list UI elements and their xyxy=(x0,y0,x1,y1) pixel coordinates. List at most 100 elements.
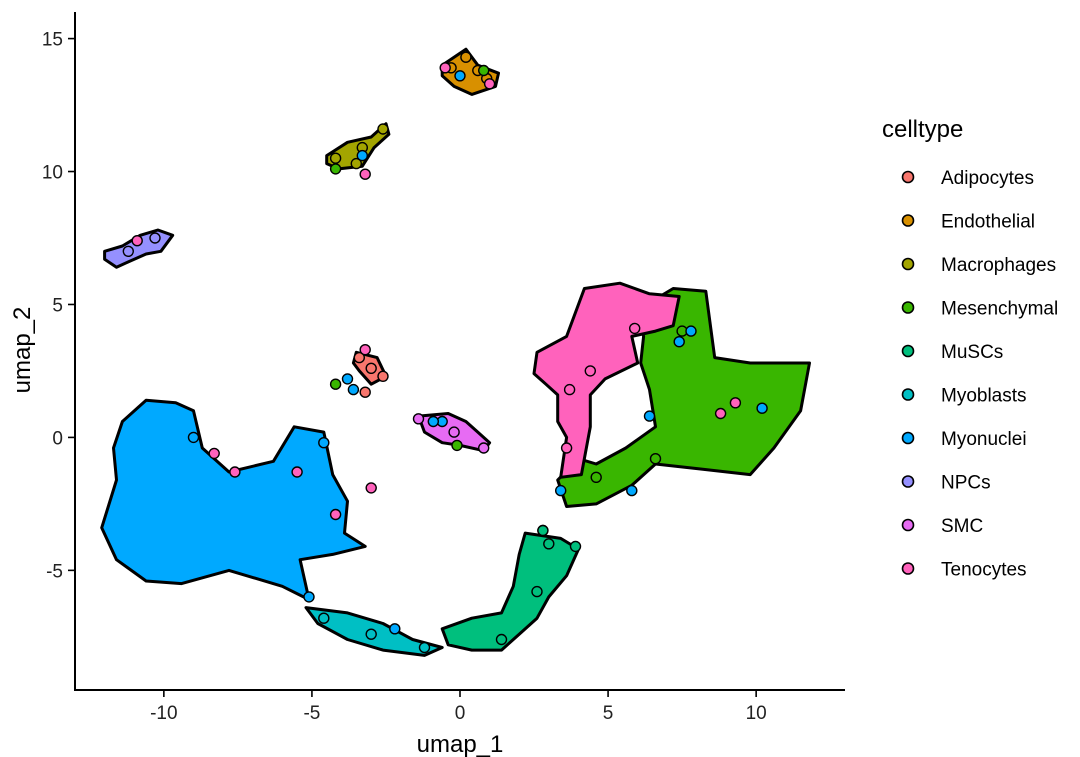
legend-label-adipocytes: Adipocytes xyxy=(941,168,1034,189)
legend-label-myonuclei: Myonuclei xyxy=(941,429,1027,450)
point-tenocytes xyxy=(329,508,342,521)
point-mesenchymal xyxy=(329,163,342,175)
point-npcs xyxy=(122,245,135,258)
point-tenocytes xyxy=(714,407,727,420)
point-myoblasts xyxy=(418,641,431,654)
legend-title: celltype xyxy=(882,116,963,143)
highlighted-points xyxy=(122,51,768,654)
point-myonuclei xyxy=(756,402,768,414)
point-tenocytes xyxy=(483,78,496,90)
point-myonuclei xyxy=(626,484,638,497)
point-myonuclei xyxy=(685,325,697,337)
point-tenocytes xyxy=(291,466,303,478)
legend-key-tenocytes xyxy=(901,562,915,575)
point-tenocytes xyxy=(359,344,371,356)
y-axis-ticks: -5 0 5 10 15 xyxy=(42,30,75,582)
x-tick-label: -5 xyxy=(303,703,320,724)
point-muscs xyxy=(543,538,555,550)
cluster-region-myonuclei xyxy=(100,398,367,602)
point-macrophages xyxy=(350,157,362,170)
point-tenocytes xyxy=(131,234,143,247)
legend-label-mesenchymal: Mesenchymal xyxy=(941,299,1058,320)
point-adipocytes xyxy=(377,370,389,382)
point-npcs xyxy=(149,232,161,244)
point-myoblasts xyxy=(365,628,377,640)
legend-label-myoblasts: Myoblasts xyxy=(941,386,1027,407)
point-muscs xyxy=(495,633,508,646)
point-tenocytes xyxy=(359,168,371,180)
point-myonuclei xyxy=(347,383,360,396)
point-tenocytes xyxy=(729,397,742,409)
point-smc xyxy=(448,426,460,438)
point-mesenchymal xyxy=(329,378,342,390)
point-muscs xyxy=(569,540,582,553)
point-mesenchymal xyxy=(649,453,662,465)
point-myonuclei xyxy=(356,149,368,162)
legend-label-smc: SMC xyxy=(941,516,983,537)
point-myonuclei xyxy=(303,591,315,603)
legend-label-macrophages: Macrophages xyxy=(941,255,1056,276)
legend-key-npcs xyxy=(901,475,915,488)
legend-key-smc xyxy=(901,518,915,532)
point-myonuclei xyxy=(454,70,466,82)
x-tick-label: -10 xyxy=(150,703,177,724)
point-myonuclei xyxy=(673,336,685,348)
point-smc xyxy=(478,442,490,454)
legend-key-myoblasts xyxy=(901,388,915,401)
point-myonuclei xyxy=(643,410,656,422)
point-tenocytes xyxy=(365,482,377,494)
x-tick-label: 0 xyxy=(455,703,466,724)
x-tick-label: 10 xyxy=(746,703,767,724)
y-tick-label: -5 xyxy=(46,561,63,582)
point-myonuclei xyxy=(555,484,567,497)
point-smc xyxy=(412,413,425,425)
legend-key-myonuclei xyxy=(901,431,915,445)
point-adipocytes xyxy=(365,362,377,374)
y-tick-label: 10 xyxy=(42,163,63,184)
y-tick-label: 5 xyxy=(52,295,63,316)
legend-label-tenocytes: Tenocytes xyxy=(941,560,1027,581)
point-adipocytes xyxy=(359,386,371,398)
x-axis-ticks: -10 -5 0 5 10 xyxy=(150,690,767,724)
point-tenocytes xyxy=(229,466,241,478)
legend-key-endothelial xyxy=(901,214,915,227)
cluster-region-muscs xyxy=(440,531,580,652)
point-myonuclei xyxy=(318,437,330,449)
point-myonuclei xyxy=(389,623,401,635)
legend: celltype Adipocytes Endothelial Macrophage… xyxy=(882,116,1058,581)
legend-label-endothelial: Endothelial xyxy=(941,212,1035,233)
point-tenocytes xyxy=(563,383,576,396)
cluster-region-tenocytes xyxy=(532,281,681,479)
legend-key-macrophages xyxy=(901,257,915,271)
point-muscs xyxy=(537,524,549,537)
point-tenocytes xyxy=(439,62,451,74)
legend-key-adipocytes xyxy=(901,170,915,184)
point-mesenchymal xyxy=(478,64,490,77)
point-tenocytes xyxy=(584,365,596,377)
point-tenocytes xyxy=(208,447,220,460)
legend-label-muscs: MuSCs xyxy=(941,342,1003,363)
point-tenocytes xyxy=(629,322,641,335)
y-axis-title: umap_2 xyxy=(9,307,36,394)
x-tick-label: 5 xyxy=(603,703,614,724)
point-mesenchymal xyxy=(451,439,463,452)
legend-key-muscs xyxy=(901,344,915,358)
x-axis-title: umap_1 xyxy=(417,731,504,757)
y-tick-label: 15 xyxy=(42,30,63,51)
point-myonuclei xyxy=(427,415,439,428)
point-tenocytes xyxy=(560,442,573,454)
point-macrophages xyxy=(377,123,389,135)
point-muscs xyxy=(531,585,543,598)
legend-key-mesenchymal xyxy=(901,301,915,314)
point-myonuclei xyxy=(187,431,200,444)
point-adipocytes xyxy=(353,351,365,364)
point-endothelial xyxy=(460,51,472,63)
point-macrophages xyxy=(329,152,342,164)
y-tick-label: 0 xyxy=(52,428,63,449)
legend-label-npcs: NPCs xyxy=(941,473,991,494)
cluster-regions xyxy=(100,47,811,657)
point-myonuclei xyxy=(341,373,354,385)
point-myoblasts xyxy=(318,612,330,624)
point-mesenchymal xyxy=(590,471,602,483)
